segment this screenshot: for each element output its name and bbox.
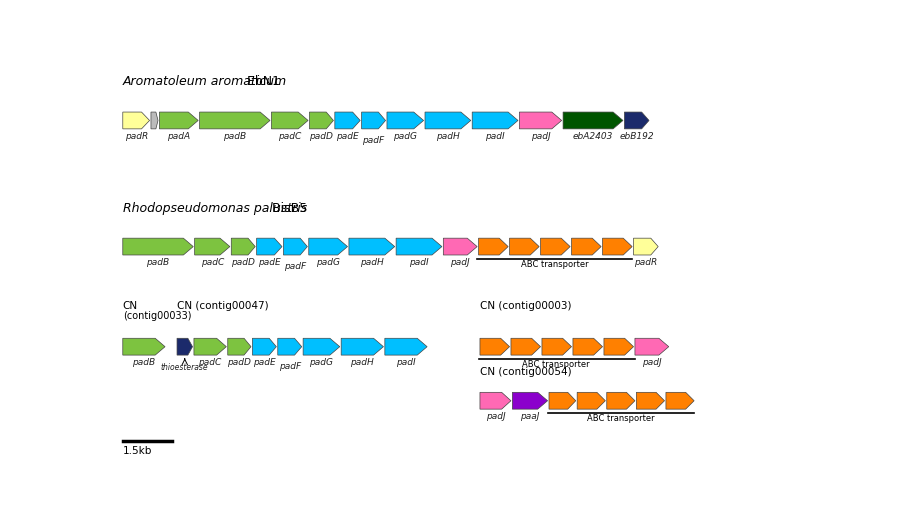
Polygon shape [511,339,541,355]
Polygon shape [396,238,442,255]
Text: padE: padE [253,358,275,367]
Polygon shape [385,339,427,355]
Polygon shape [480,339,510,355]
Text: padB: padB [224,132,246,141]
Text: paaJ: paaJ [520,412,540,421]
Text: padC: padC [198,358,222,367]
Polygon shape [472,112,518,129]
Text: padB: padB [146,258,170,267]
Polygon shape [387,112,424,129]
Polygon shape [272,112,308,129]
Text: padI: padI [396,358,415,367]
Text: Aromatoleum aromaticum: Aromatoleum aromaticum [123,75,287,88]
Polygon shape [151,112,158,129]
Text: padE: padE [336,132,359,141]
Polygon shape [634,238,658,255]
Text: padI: padI [485,132,504,141]
Text: padF: padF [279,362,301,371]
Text: CN (contig00054): CN (contig00054) [480,367,572,376]
Text: padG: padG [394,132,417,141]
Polygon shape [231,238,255,255]
Polygon shape [284,238,307,255]
Polygon shape [542,339,572,355]
Text: ABC transporter: ABC transporter [521,260,588,269]
Text: padD: padD [231,258,255,267]
Text: (contig00033): (contig00033) [123,310,191,321]
Text: 1.5kb: 1.5kb [123,446,152,456]
Text: padC: padC [201,258,224,267]
Polygon shape [624,112,649,129]
Text: padR: padR [125,132,148,141]
Text: CN (contig00003): CN (contig00003) [480,301,572,310]
Polygon shape [563,112,623,129]
Polygon shape [309,238,347,255]
Text: padB: padB [133,358,155,367]
Polygon shape [425,112,471,129]
Polygon shape [303,339,340,355]
Polygon shape [603,238,632,255]
Polygon shape [177,339,193,355]
Polygon shape [604,339,634,355]
Polygon shape [606,392,634,409]
Text: padH: padH [360,258,384,267]
Polygon shape [253,339,276,355]
Polygon shape [513,392,547,409]
Text: ebB192: ebB192 [619,132,654,141]
Polygon shape [159,112,198,129]
Polygon shape [341,339,384,355]
Polygon shape [195,238,230,255]
Text: padJ: padJ [451,258,470,267]
Polygon shape [572,238,601,255]
Polygon shape [636,392,664,409]
Polygon shape [519,112,562,129]
Polygon shape [478,238,508,255]
Text: EbN1: EbN1 [244,75,280,88]
Text: padA: padA [167,132,190,141]
Polygon shape [549,392,575,409]
Text: thioesterase: thioesterase [161,363,208,372]
Polygon shape [278,339,302,355]
Polygon shape [123,112,150,129]
Polygon shape [577,392,605,409]
Polygon shape [349,238,395,255]
Polygon shape [256,238,282,255]
Text: ABC transporter: ABC transporter [587,414,654,423]
Text: padG: padG [309,358,334,367]
Polygon shape [510,238,539,255]
Text: padG: padG [316,258,340,267]
Polygon shape [335,112,360,129]
Text: Rhodopseudomonas palustris: Rhodopseudomonas palustris [123,202,307,215]
Polygon shape [200,112,270,129]
Text: padJ: padJ [485,412,505,421]
Text: padF: padF [363,136,385,145]
Text: padD: padD [309,132,334,141]
Polygon shape [541,238,570,255]
Polygon shape [228,339,251,355]
Polygon shape [123,339,165,355]
Polygon shape [634,339,669,355]
Text: padI: padI [409,258,429,267]
Text: BisB5: BisB5 [268,202,307,215]
Text: padJ: padJ [531,132,550,141]
Polygon shape [666,392,694,409]
Text: ABC transporter: ABC transporter [523,360,590,369]
Text: padH: padH [351,358,375,367]
Polygon shape [362,112,385,129]
Text: padR: padR [634,258,657,267]
Text: padD: padD [227,358,251,367]
Polygon shape [123,238,194,255]
Text: CN: CN [123,301,138,310]
Polygon shape [309,112,334,129]
Text: CN (contig00047): CN (contig00047) [177,301,269,310]
Polygon shape [444,238,477,255]
Text: ebA2403: ebA2403 [573,132,614,141]
Text: padJ: padJ [642,358,662,367]
Polygon shape [480,392,511,409]
Polygon shape [194,339,226,355]
Text: padH: padH [436,132,460,141]
Text: padF: padF [285,262,306,271]
Polygon shape [573,339,603,355]
Text: padE: padE [258,258,281,267]
Text: padC: padC [278,132,302,141]
